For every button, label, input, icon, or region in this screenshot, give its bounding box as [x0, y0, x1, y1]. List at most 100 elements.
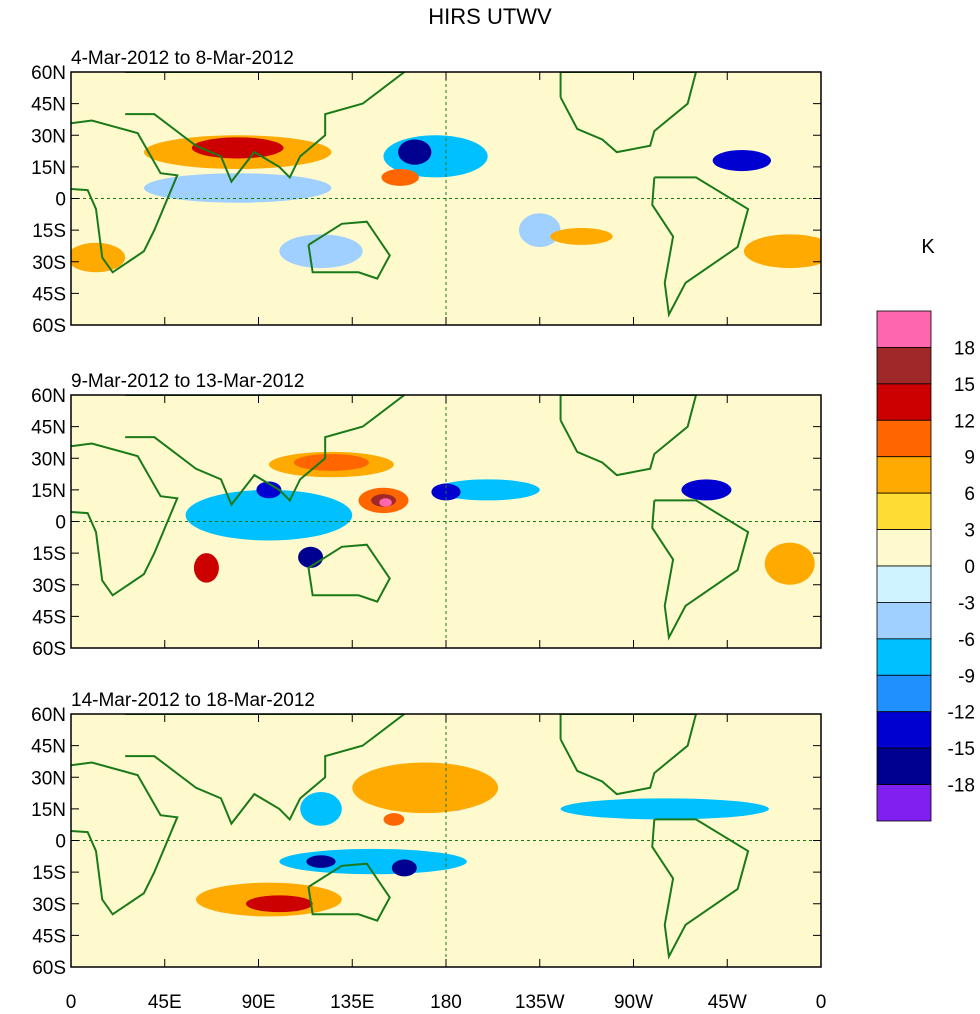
anomaly-contour — [712, 150, 771, 172]
colorbar-swatch — [876, 529, 932, 567]
panel-subtitle: 14-Mar-2012 to 18-Mar-2012 — [71, 690, 315, 711]
colorbar-swatch — [876, 347, 932, 385]
lat-tick-label: 60S — [32, 958, 66, 979]
colorbar-level-label: -18 — [948, 776, 975, 797]
anomaly-contour — [279, 234, 363, 269]
lat-tick-label: 45N — [31, 418, 66, 439]
coastline — [559, 72, 698, 154]
anomaly-contour — [379, 498, 392, 507]
lon-tick-label: 0 — [66, 992, 77, 1013]
anomaly-contour — [298, 546, 324, 568]
lat-tick-label: 60N — [31, 63, 66, 84]
anomaly-contour — [293, 454, 369, 471]
anomaly-contour — [764, 542, 815, 585]
anomaly-contour — [279, 848, 467, 875]
coastline — [71, 442, 179, 597]
lat-tick-label: 30N — [31, 768, 66, 789]
anomaly-contour — [435, 479, 540, 501]
lat-tick-label: 15N — [31, 158, 66, 179]
anomaly-contour — [352, 762, 499, 814]
colorbar-swatch — [876, 383, 932, 421]
lat-tick-label: 30N — [31, 126, 66, 147]
colorbar-level-label: -3 — [958, 593, 975, 614]
lon-tick-label: 135W — [515, 992, 565, 1013]
coastline — [559, 714, 698, 796]
lat-tick-label: 15N — [31, 800, 66, 821]
anomaly-contour — [185, 489, 353, 541]
coastline — [125, 395, 406, 507]
coastline — [307, 220, 391, 280]
colorbar-level-label: -12 — [948, 703, 975, 724]
colorbar-level-label: 15 — [954, 375, 975, 396]
colorbar-swatch — [876, 638, 932, 676]
anomaly-contour — [143, 173, 332, 203]
anomaly-contour — [560, 798, 769, 820]
colorbar-level-label: 6 — [964, 484, 975, 505]
lat-tick-label: 45N — [31, 737, 66, 758]
lon-tick-label: 135E — [330, 992, 374, 1013]
anomaly-contour — [681, 479, 732, 501]
coastline — [71, 761, 179, 916]
lat-tick-label: 45N — [31, 95, 66, 116]
colorbar-level-label: -9 — [958, 666, 975, 687]
anomaly-contour — [381, 168, 419, 186]
colorbar-swatch — [876, 565, 932, 603]
anomaly-contour — [391, 859, 417, 877]
lon-tick-label: 90W — [614, 992, 653, 1013]
lat-tick-label: 60N — [31, 705, 66, 726]
lat-tick-label: 15S — [32, 544, 66, 565]
colorbar-swatch — [876, 310, 932, 348]
colorbar-level-label: 0 — [964, 557, 975, 578]
lon-tick-label: 45W — [708, 992, 747, 1013]
coastline — [651, 499, 750, 641]
lon-tick-label: 45E — [148, 992, 182, 1013]
colorbar-swatch — [876, 419, 932, 458]
figure-title: HIRS UTWV — [428, 4, 552, 29]
anomaly-contour — [193, 553, 219, 583]
lat-tick-label: 60S — [32, 316, 66, 337]
colorbar: 18 15 12 9 6 3 0 -3 -6 -9 -12 -15 -18 — [876, 310, 975, 822]
lat-tick-label: 0 — [55, 513, 66, 534]
lat-tick-label: 60N — [31, 386, 66, 407]
colorbar-swatch — [876, 492, 932, 530]
lat-tick-label: 30S — [32, 253, 66, 274]
lat-tick-label: 30N — [31, 449, 66, 470]
colorbar-level-label: -6 — [958, 630, 975, 651]
anomaly-contour — [300, 792, 342, 826]
colorbar-swatch — [876, 711, 932, 749]
anomaly-contour — [306, 855, 336, 868]
anomaly-contour — [71, 242, 126, 273]
colorbar-level-label: 12 — [954, 411, 975, 432]
anomaly-contour — [256, 481, 282, 499]
panel-subtitle: 4-Mar-2012 to 8-Mar-2012 — [71, 48, 294, 69]
coastline — [125, 714, 406, 826]
colorbar-level-label: 3 — [964, 521, 975, 542]
anomaly-contour — [191, 137, 284, 159]
colorbar-level-label: 9 — [964, 448, 975, 469]
colorbar-units: K — [921, 236, 935, 258]
colorbar-level-label: 18 — [954, 338, 975, 359]
anomaly-contour — [550, 228, 613, 245]
lat-tick-label: 0 — [55, 832, 66, 853]
anomaly-contour — [518, 213, 561, 247]
anomaly-contour — [383, 813, 405, 826]
colorbar-swatch — [876, 602, 932, 640]
lat-tick-label: 15S — [32, 221, 66, 242]
lon-tick-label: 90E — [242, 992, 276, 1013]
colorbar-swatch — [876, 784, 932, 822]
coastline — [559, 395, 698, 477]
coastline — [651, 176, 750, 318]
lat-tick-label: 30S — [32, 895, 66, 916]
coastline — [71, 119, 179, 274]
colorbar-swatch — [876, 456, 932, 494]
anomaly-contour — [398, 139, 432, 165]
panel-subtitle: 9-Mar-2012 to 13-Mar-2012 — [71, 371, 304, 392]
colorbar-level-label: -15 — [948, 739, 975, 760]
coastline — [307, 543, 391, 603]
anomaly-contour — [246, 895, 313, 913]
